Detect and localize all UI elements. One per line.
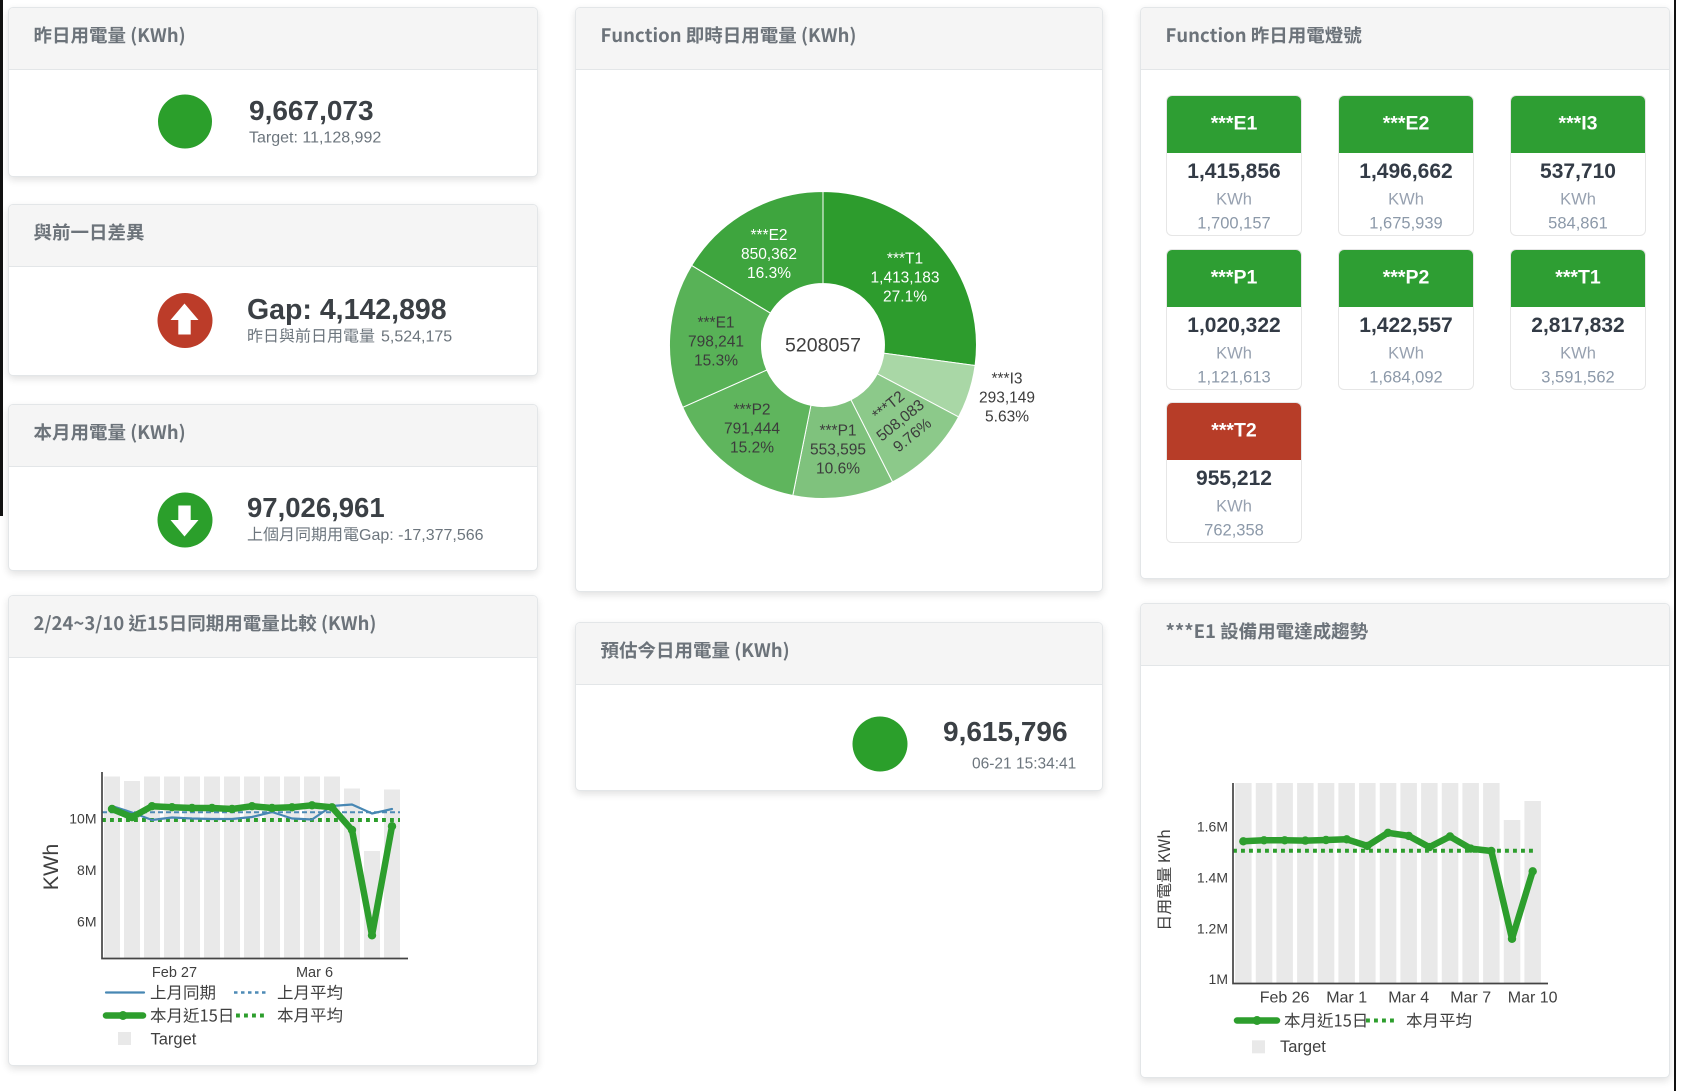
svg-text:Target: Target — [1280, 1038, 1326, 1056]
svg-text:1,684,092: 1,684,092 — [1369, 369, 1442, 387]
svg-text:KWh: KWh — [1388, 345, 1424, 363]
svg-text:***P2: ***P2 — [1383, 267, 1430, 289]
svg-text:Gap: 4,142,898: Gap: 4,142,898 — [247, 294, 447, 326]
svg-text:06-21 15:34:41: 06-21 15:34:41 — [972, 756, 1076, 773]
svg-text:1,413,183: 1,413,183 — [871, 270, 940, 287]
svg-text:KWh: KWh — [1388, 191, 1424, 209]
svg-text:KWh: KWh — [1560, 345, 1596, 363]
svg-text:KWh: KWh — [39, 844, 63, 891]
svg-text:Mar 6: Mar 6 — [296, 965, 333, 981]
svg-text:10.6%: 10.6% — [816, 461, 860, 478]
svg-text:791,444: 791,444 — [724, 421, 780, 438]
svg-text:***P2: ***P2 — [733, 402, 770, 419]
svg-text:1,675,939: 1,675,939 — [1369, 215, 1442, 233]
svg-text:***E1: ***E1 — [1211, 113, 1258, 135]
svg-text:850,362: 850,362 — [741, 246, 797, 263]
svg-text:***I3: ***I3 — [1558, 113, 1597, 135]
svg-text:8M: 8M — [77, 862, 96, 878]
svg-text:Mar 4: Mar 4 — [1388, 990, 1429, 1007]
svg-text:798,241: 798,241 — [688, 334, 744, 351]
svg-text:9,615,796: 9,615,796 — [943, 716, 1068, 747]
svg-text:***T2: ***T2 — [1211, 420, 1257, 442]
svg-text:KWh: KWh — [1216, 191, 1252, 209]
svg-text:15.2%: 15.2% — [730, 440, 774, 457]
svg-text:762,358: 762,358 — [1204, 522, 1264, 540]
svg-text:Target: 11,128,992: Target: 11,128,992 — [249, 129, 381, 146]
svg-text:1.2M: 1.2M — [1197, 920, 1228, 936]
svg-text:***E2: ***E2 — [1383, 113, 1430, 135]
svg-text:97,026,961: 97,026,961 — [247, 492, 385, 523]
svg-text:Feb 26: Feb 26 — [1260, 990, 1310, 1007]
svg-text:***P1: ***P1 — [819, 423, 856, 440]
svg-text:3,591,562: 3,591,562 — [1541, 369, 1614, 387]
svg-text:584,861: 584,861 — [1548, 215, 1608, 233]
svg-text:1M: 1M — [1209, 971, 1228, 987]
svg-text:***I3: ***I3 — [991, 371, 1022, 388]
svg-text:6M: 6M — [77, 913, 96, 929]
svg-text:293,149: 293,149 — [979, 390, 1035, 407]
svg-text:***E1: ***E1 — [697, 315, 734, 332]
svg-text:KWh: KWh — [1216, 345, 1252, 363]
svg-text:1.4M: 1.4M — [1197, 869, 1228, 885]
svg-text:1.6M: 1.6M — [1197, 819, 1228, 835]
svg-text:Target: Target — [151, 1031, 197, 1049]
svg-text:***E2: ***E2 — [750, 227, 787, 244]
svg-text:1,020,322: 1,020,322 — [1187, 314, 1280, 337]
svg-text:2,817,832: 2,817,832 — [1531, 314, 1624, 337]
svg-text:***T1: ***T1 — [887, 251, 923, 268]
svg-text:16.3%: 16.3% — [747, 265, 791, 282]
svg-text:KWh: KWh — [1560, 191, 1596, 209]
svg-text:Feb 27: Feb 27 — [152, 965, 197, 981]
svg-text:1,700,157: 1,700,157 — [1197, 215, 1270, 233]
svg-text:955,212: 955,212 — [1196, 467, 1272, 490]
svg-text:553,595: 553,595 — [810, 442, 866, 459]
svg-text:***T1: ***T1 — [1555, 267, 1601, 289]
svg-text:9,667,073: 9,667,073 — [249, 95, 374, 126]
svg-text:1,121,613: 1,121,613 — [1197, 369, 1270, 387]
svg-text:15.3%: 15.3% — [694, 353, 738, 370]
svg-text:Gap: -17,377,566: Gap: -17,377,566 — [359, 527, 484, 544]
svg-text:1,422,557: 1,422,557 — [1359, 314, 1452, 337]
svg-text:***P1: ***P1 — [1211, 267, 1258, 289]
svg-text:1,496,662: 1,496,662 — [1359, 160, 1452, 183]
svg-text:Mar 7: Mar 7 — [1450, 990, 1491, 1007]
svg-text:5.63%: 5.63% — [985, 409, 1029, 426]
svg-text:537,710: 537,710 — [1540, 160, 1616, 183]
svg-text:10M: 10M — [69, 810, 96, 826]
svg-text:5208057: 5208057 — [785, 335, 861, 357]
svg-text:27.1%: 27.1% — [883, 289, 927, 306]
svg-text:Mar 10: Mar 10 — [1508, 990, 1558, 1007]
svg-text:1,415,856: 1,415,856 — [1187, 160, 1280, 183]
svg-text:KWh: KWh — [1216, 498, 1252, 516]
svg-text:Mar 1: Mar 1 — [1326, 990, 1367, 1007]
svg-text:5,524,175: 5,524,175 — [381, 329, 452, 346]
